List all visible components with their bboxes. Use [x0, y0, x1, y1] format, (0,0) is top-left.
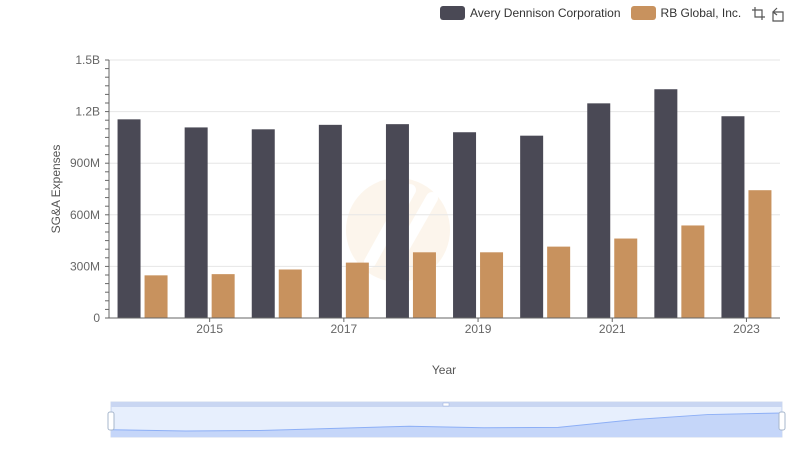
bar-rb-global-2015 — [211, 274, 235, 318]
chart-legend: Avery Dennison Corporation RB Global, In… — [440, 4, 751, 22]
x-tick-label: 2023 — [733, 322, 760, 336]
bar-avery-dennison-2021 — [587, 103, 611, 319]
y-axis-title: SG&A Expenses — [49, 145, 63, 234]
legend-swatch-avery-dennison — [440, 6, 465, 20]
restore-icon[interactable] — [770, 6, 786, 22]
legend-item-rb-global[interactable]: RB Global, Inc. — [630, 6, 742, 20]
x-tick-label: 2017 — [330, 322, 357, 336]
slider-selection[interactable] — [111, 402, 782, 437]
x-axis-title: Year — [432, 363, 456, 377]
bar-rb-global-2020 — [547, 246, 571, 318]
y-tick-label: 0 — [93, 311, 100, 325]
bar-avery-dennison-2015 — [184, 127, 208, 318]
slider-move-grip[interactable] — [442, 402, 450, 407]
chart-toolbox — [748, 6, 786, 22]
slider-handle-left[interactable] — [107, 411, 115, 431]
x-tick-label: 2019 — [465, 322, 492, 336]
x-tick-label: 2015 — [196, 322, 223, 336]
bars — [117, 89, 772, 319]
slider-handle-right[interactable] — [778, 411, 786, 431]
bar-avery-dennison-2016 — [251, 129, 275, 318]
x-tick-label: 2021 — [599, 322, 626, 336]
bar-rb-global-2019 — [480, 252, 504, 318]
bar-rb-global-2018 — [412, 252, 436, 318]
y-tick-label: 600M — [70, 208, 100, 222]
slider-preview-line — [110, 412, 783, 432]
legend-label-avery-dennison: Avery Dennison Corporation — [470, 6, 621, 20]
bar-rb-global-2014 — [144, 275, 168, 318]
y-tick-label: 900M — [70, 156, 100, 170]
legend-label-rb-global: RB Global, Inc. — [660, 6, 742, 20]
y-tick-label: 1.2B — [75, 105, 100, 119]
bar-avery-dennison-2020 — [520, 135, 544, 318]
bar-avery-dennison-2017 — [318, 124, 342, 319]
legend-swatch-rb-global — [630, 6, 656, 20]
axes: 0 300M 600M 900M 1.2B 1.5B 2015 2017 2019 2021 202… — [70, 53, 780, 336]
bar-rb-global-2023 — [748, 190, 772, 318]
bar-rb-global-2016 — [278, 269, 302, 318]
zoom-icon[interactable] — [751, 6, 767, 22]
bar-avery-dennison-2014 — [117, 119, 141, 318]
y-tick-label: 1.5B — [75, 53, 100, 67]
bar-avery-dennison-2019 — [453, 132, 477, 318]
bar-avery-dennison-2018 — [385, 124, 409, 318]
data-zoom-slider[interactable] — [107, 401, 786, 438]
bar-rb-global-2021 — [614, 238, 638, 318]
legend-item-avery-dennison[interactable]: Avery Dennison Corporation — [440, 6, 621, 20]
bar-rb-global-2022 — [681, 225, 705, 318]
y-tick-label: 300M — [70, 259, 100, 273]
bar-avery-dennison-2023 — [721, 116, 745, 318]
bar-rb-global-2017 — [345, 262, 369, 318]
bar-avery-dennison-2022 — [654, 89, 678, 319]
slider-preview-area — [111, 413, 782, 437]
